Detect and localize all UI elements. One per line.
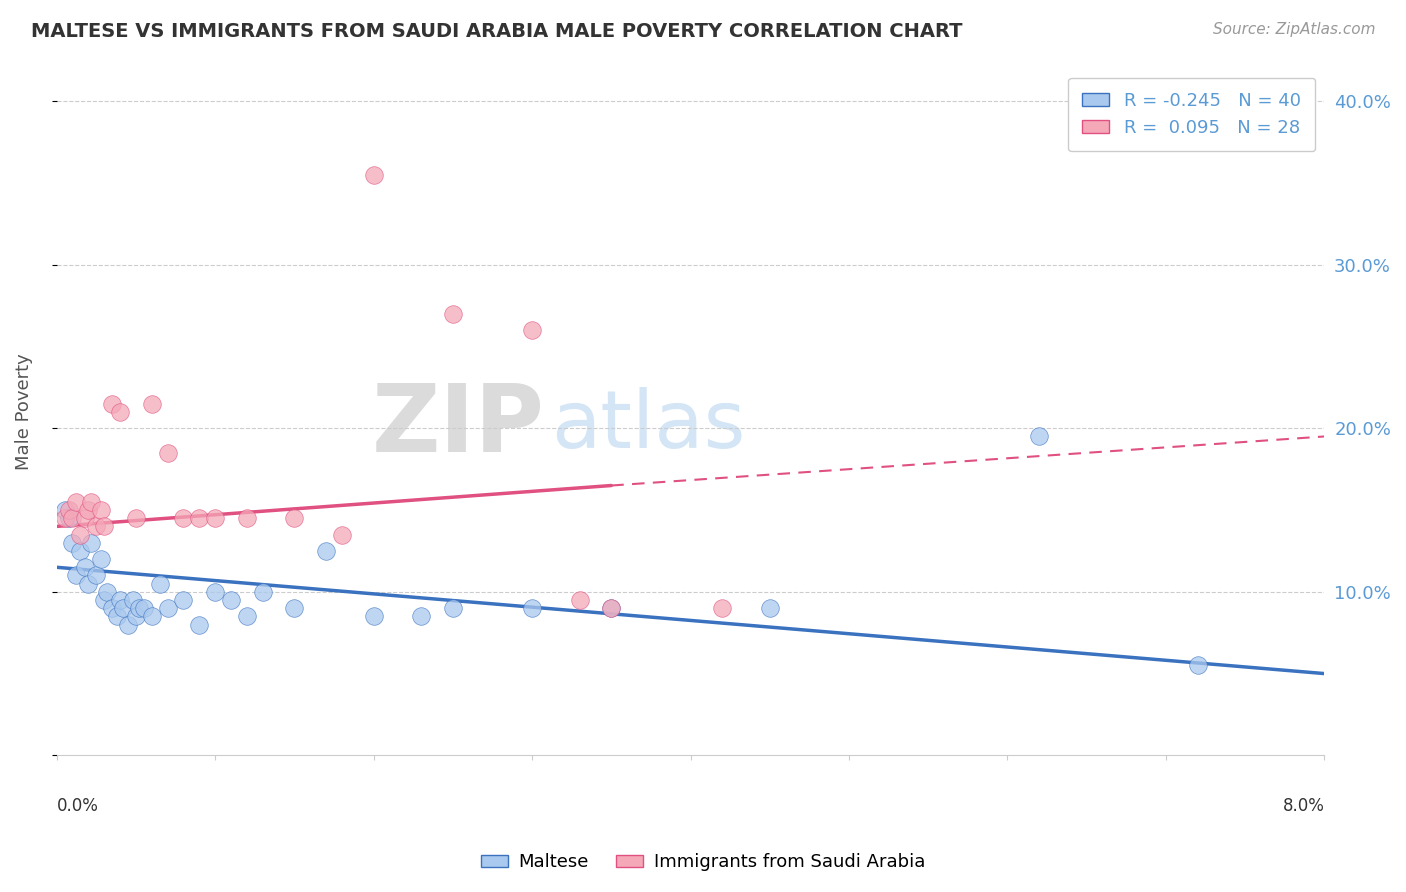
Point: [69, 544, 91, 558]
Point: [600, 601, 623, 615]
Point: [62, 535, 84, 549]
Point: [75, 560, 97, 574]
Point: [520, 323, 543, 337]
Point: [105, 609, 128, 624]
Point: [128, 601, 150, 615]
Point: [156, 601, 179, 615]
Point: [93, 519, 115, 533]
Point: [1028, 429, 1050, 443]
Text: 8.0%: 8.0%: [1282, 797, 1324, 814]
Point: [188, 617, 211, 632]
Point: [520, 601, 543, 615]
Point: [65, 568, 87, 582]
Point: [149, 576, 172, 591]
Point: [93, 593, 115, 607]
Point: [330, 527, 353, 541]
Point: [441, 307, 464, 321]
Text: MALTESE VS IMMIGRANTS FROM SAUDI ARABIA MALE POVERTY CORRELATION CHART: MALTESE VS IMMIGRANTS FROM SAUDI ARABIA …: [31, 22, 963, 41]
Point: [117, 617, 139, 632]
Point: [80, 495, 103, 509]
Point: [84, 519, 107, 533]
Point: [121, 593, 143, 607]
Point: [53, 503, 76, 517]
Point: [101, 397, 124, 411]
Point: [58, 503, 80, 517]
Point: [77, 576, 100, 591]
Point: [77, 503, 100, 517]
Point: [568, 593, 591, 607]
Legend: Maltese, Immigrants from Saudi Arabia: Maltese, Immigrants from Saudi Arabia: [474, 847, 932, 879]
Point: [236, 609, 259, 624]
Point: [96, 584, 118, 599]
Point: [363, 168, 385, 182]
Point: [112, 601, 135, 615]
Point: [125, 609, 148, 624]
Point: [62, 511, 84, 525]
Text: ZIP: ZIP: [371, 380, 544, 472]
Point: [132, 601, 155, 615]
Point: [236, 511, 259, 525]
Text: 0.0%: 0.0%: [56, 797, 98, 814]
Point: [156, 446, 179, 460]
Point: [125, 511, 148, 525]
Point: [600, 601, 623, 615]
Y-axis label: Male Poverty: Male Poverty: [15, 353, 32, 470]
Point: [141, 609, 163, 624]
Point: [58, 511, 80, 525]
Point: [411, 609, 433, 624]
Point: [1187, 658, 1209, 673]
Point: [141, 397, 163, 411]
Point: [101, 601, 124, 615]
Point: [283, 601, 305, 615]
Point: [84, 568, 107, 582]
Point: [69, 527, 91, 541]
Point: [188, 511, 211, 525]
Point: [441, 601, 464, 615]
Point: [204, 584, 226, 599]
Text: atlas: atlas: [551, 386, 745, 465]
Point: [711, 601, 734, 615]
Legend: R = -0.245   N = 40, R =  0.095   N = 28: R = -0.245 N = 40, R = 0.095 N = 28: [1069, 78, 1316, 152]
Point: [90, 552, 112, 566]
Point: [65, 495, 87, 509]
Point: [172, 511, 194, 525]
Point: [53, 511, 76, 525]
Point: [283, 511, 305, 525]
Point: [315, 544, 337, 558]
Text: Source: ZipAtlas.com: Source: ZipAtlas.com: [1212, 22, 1375, 37]
Point: [204, 511, 226, 525]
Point: [108, 405, 131, 419]
Point: [90, 503, 112, 517]
Point: [363, 609, 385, 624]
Point: [172, 593, 194, 607]
Point: [80, 535, 103, 549]
Point: [252, 584, 274, 599]
Point: [758, 601, 780, 615]
Point: [108, 593, 131, 607]
Point: [75, 511, 97, 525]
Point: [219, 593, 242, 607]
